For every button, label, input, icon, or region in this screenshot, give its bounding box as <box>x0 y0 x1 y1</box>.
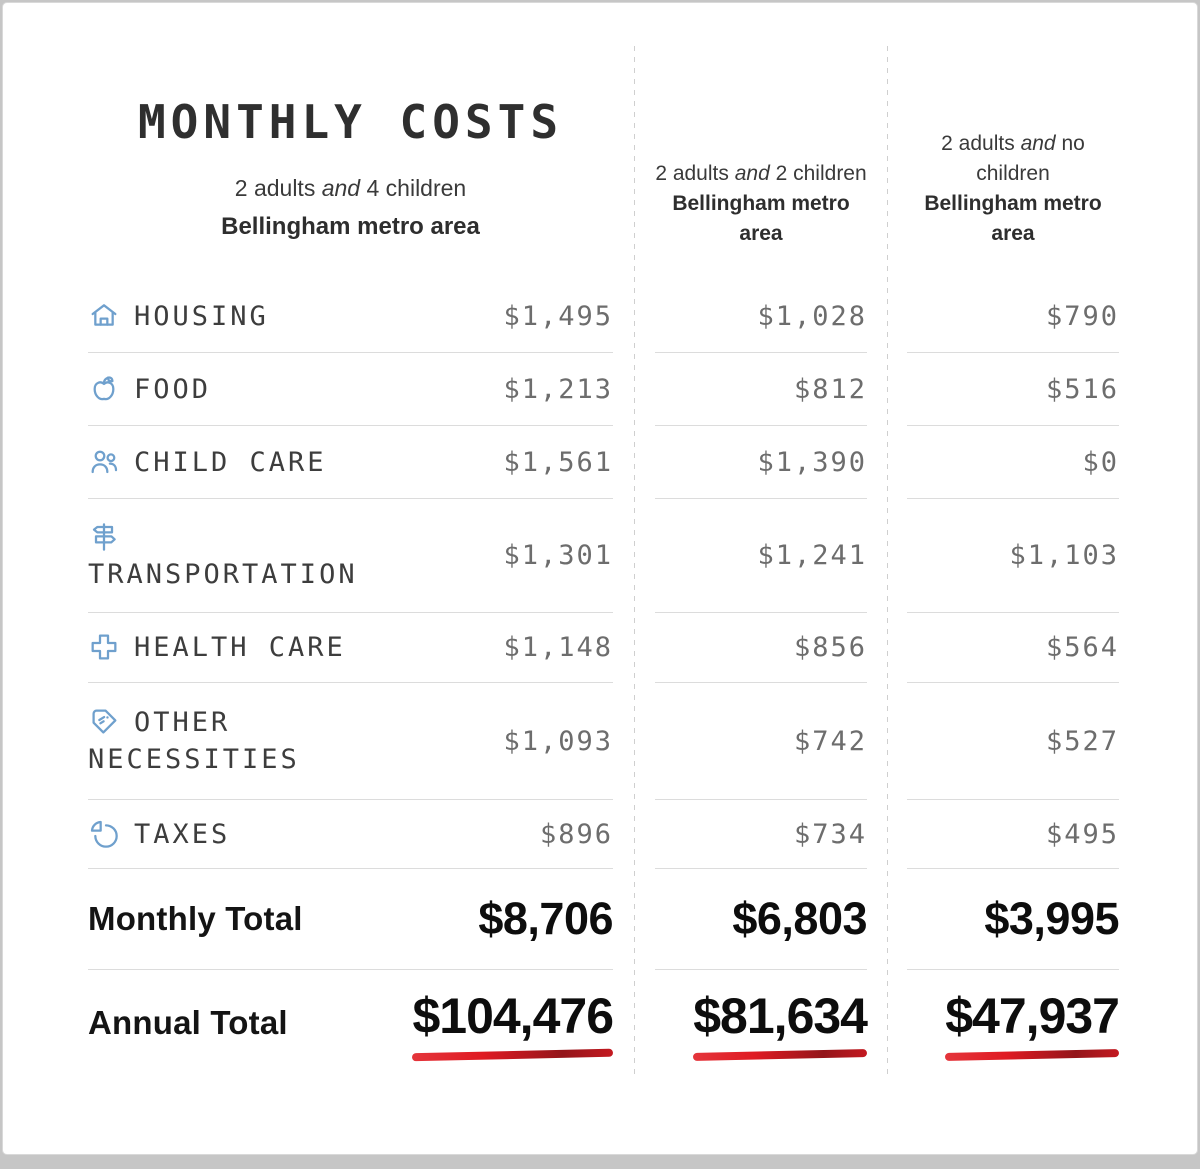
category-label: HEALTH CARE <box>134 632 346 663</box>
monthly-total-value: $3,995 <box>984 893 1119 944</box>
table-cell: $734 <box>655 800 867 869</box>
table-cell: $742 <box>655 683 867 800</box>
category-label: CHILD CARE <box>134 446 327 478</box>
table-cell: $0 <box>907 426 1119 499</box>
table-cell: $1,103 <box>907 499 1119 613</box>
category-value: $790 <box>1045 301 1119 332</box>
monthly-costs-table: MONTHLY COSTS 2 adults and 4 children Be… <box>3 3 1197 1076</box>
table-row-food: FOOD $1,213 <box>88 353 613 426</box>
monthly-total-cell: $6,803 <box>655 869 867 970</box>
category-value: $1,028 <box>757 301 867 332</box>
table-cell: $1,241 <box>655 499 867 613</box>
apple-icon <box>93 375 115 400</box>
category-label: HOUSING <box>134 301 269 332</box>
signpost-icon <box>92 522 116 551</box>
monthly-total-row: Monthly Total $8,706 <box>88 869 613 970</box>
table-cell: $1,028 <box>655 281 867 353</box>
category-label: TRANSPORTATION <box>88 558 358 590</box>
category-value: $742 <box>793 725 867 757</box>
metro-area-label: Bellingham metro area <box>924 192 1102 245</box>
table-cell: $516 <box>907 353 1119 426</box>
annual-total-value: $47,937 <box>945 988 1120 1044</box>
annual-total-value: $104,476 <box>412 988 614 1044</box>
category-label: TAXES <box>134 818 231 850</box>
annual-total-label: Annual Total <box>88 1004 288 1041</box>
category-value: $1,213 <box>503 373 613 405</box>
category-value: $564 <box>1045 632 1119 663</box>
red-underline <box>945 1049 1120 1061</box>
category-value: $856 <box>793 632 867 663</box>
table-cell: $564 <box>907 613 1119 683</box>
category-value: $516 <box>1045 373 1119 405</box>
category-value: $812 <box>793 373 867 405</box>
column-header-family-1: MONTHLY COSTS 2 adults and 4 children Be… <box>88 3 613 281</box>
metro-area-label: Bellingham metro area <box>221 213 480 240</box>
annual-total-value: $81,634 <box>693 988 868 1044</box>
table-cell: $812 <box>655 353 867 426</box>
category-value: $1,241 <box>757 540 867 571</box>
monthly-total-label: Monthly Total <box>88 900 303 937</box>
category-value: $1,390 <box>757 446 867 478</box>
category-value: $1,561 <box>503 446 613 478</box>
family-description: 2 adults and 4 children <box>234 175 467 201</box>
table-row-other-necessities: OTHER NECESSITIES $1,093 <box>88 683 613 800</box>
price-tag-icon <box>92 709 117 734</box>
table-cell: $856 <box>655 613 867 683</box>
people-icon <box>91 450 118 473</box>
annual-total-cell: $81,634 <box>655 970 868 1076</box>
category-value: $0 <box>1082 446 1119 478</box>
category-value: $527 <box>1045 725 1119 757</box>
family-description: 2 adults and no children <box>941 132 1085 185</box>
category-value: $734 <box>793 818 867 850</box>
category-label: FOOD <box>134 373 212 405</box>
table-cell: $790 <box>907 281 1119 353</box>
table-row-housing: HOUSING $1,495 <box>88 281 613 353</box>
table-cell: $495 <box>907 800 1119 869</box>
category-value: $1,148 <box>503 632 613 663</box>
category-label: OTHER NECESSITIES <box>88 707 300 775</box>
table-row-transportation: TRANSPORTATION $1,301 <box>88 499 613 613</box>
pie-chart-icon <box>90 820 118 848</box>
family-description: 2 adults and 2 children <box>655 162 867 185</box>
category-value: $1,495 <box>503 301 613 332</box>
table-row-taxes: TAXES $896 <box>88 800 613 869</box>
table-cell: $527 <box>907 683 1119 800</box>
red-underline <box>412 1048 614 1062</box>
table-cell: $1,390 <box>655 426 867 499</box>
column-divider <box>886 46 888 1076</box>
monthly-total-cell: $3,995 <box>907 869 1119 970</box>
column-header-family-2: 2 adults and 2 children Bellingham metro… <box>655 3 867 281</box>
monthly-total-value: $8,706 <box>478 893 613 944</box>
medical-cross-icon <box>91 634 117 660</box>
red-underline <box>693 1049 868 1061</box>
column-divider <box>633 46 635 1076</box>
category-value: $896 <box>539 818 613 850</box>
table-row-health-care: HEALTH CARE $1,148 <box>88 613 613 683</box>
column-header-family-3: 2 adults and no children Bellingham metr… <box>907 3 1119 281</box>
metro-area-label: Bellingham metro area <box>672 192 850 245</box>
monthly-total-value: $6,803 <box>732 893 867 944</box>
table-row-child-care: CHILD CARE $1,561 <box>88 426 613 499</box>
category-value: $1,103 <box>1009 540 1119 571</box>
category-value: $1,093 <box>503 725 613 757</box>
page-title: MONTHLY COSTS <box>137 95 564 149</box>
annual-total-row: Annual Total $104,476 <box>88 970 614 1076</box>
category-value: $1,301 <box>503 540 613 571</box>
annual-total-cell: $47,937 <box>907 970 1120 1076</box>
category-value: $495 <box>1045 818 1119 850</box>
home-icon <box>91 304 117 326</box>
